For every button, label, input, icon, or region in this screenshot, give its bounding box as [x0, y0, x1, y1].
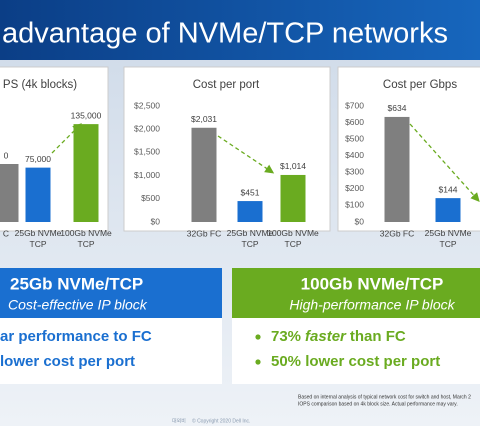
- bullet-text: 73% faster than FC: [271, 328, 406, 345]
- x-tick-label: 25Gb NVMe TCP: [227, 228, 274, 249]
- value-label: $451: [241, 187, 260, 197]
- value-label: 135,000: [71, 110, 102, 120]
- x-tick-label: 25Gb NVMe TCP: [15, 228, 62, 249]
- panel-body: [0, 318, 222, 384]
- label-line: 100Gb NVMe: [267, 228, 319, 238]
- panel-heading: 100Gb NVMe/TCP: [301, 274, 444, 293]
- bullet-text: lower cost per port: [0, 353, 135, 370]
- bar: [191, 127, 217, 222]
- footnote: Based on internal analysis of typical ne…: [298, 394, 471, 400]
- footer: © Copyright 2020 Dell Inc.: [192, 417, 250, 424]
- label-line: TCP: [242, 239, 259, 249]
- panel-left: 25Gb NVMe/TCP Cost-effective IP block: [0, 268, 222, 384]
- bar: [237, 201, 263, 222]
- y-tick-label: $100: [345, 200, 364, 210]
- bullet-part: faster: [305, 328, 347, 345]
- footer: 대외비: [172, 417, 186, 424]
- y-tick-label: $1,500: [134, 147, 160, 157]
- bar: [25, 167, 51, 222]
- bar: [384, 116, 410, 222]
- y-tick-label: $200: [345, 183, 364, 193]
- trend-arrow: [409, 123, 480, 202]
- panel-header: [232, 268, 480, 318]
- bullet-part: lower cost per port: [0, 353, 135, 370]
- y-tick-label: $700: [345, 100, 364, 110]
- x-tick-label: C: [3, 228, 9, 238]
- panel-subheading: High-performance IP block: [289, 297, 455, 313]
- value-label: $2,031: [191, 114, 217, 124]
- y-tick-label: $2,000: [134, 123, 160, 133]
- y-tick-label: $300: [345, 167, 364, 177]
- x-tick-label: 25Gb NVMe TCP: [425, 228, 472, 249]
- label-line: TCP: [285, 239, 302, 249]
- bullet-dot: [255, 359, 261, 365]
- panel-heading: 25Gb NVMe/TCP: [10, 274, 143, 293]
- y-tick-label: $600: [345, 117, 364, 127]
- bullet-text: ar performance to FC: [0, 328, 152, 345]
- panel-body: [232, 318, 480, 384]
- header-band: [0, 0, 480, 60]
- label-line: 25Gb NVMe: [227, 228, 274, 238]
- label-line: TCP: [440, 239, 457, 249]
- bullets: ar performance to FC lower cost per port 7…: [0, 328, 440, 370]
- panel-subheading: Cost-effective IP block: [8, 297, 148, 313]
- footnote: IOPS comparison based on 4k block size. …: [298, 401, 458, 407]
- label-line: 100Gb NVMe: [60, 228, 112, 238]
- x-tick-label: 32Gb FC: [380, 228, 415, 238]
- slide-title: advantage of NVMe/TCP networks: [2, 18, 448, 50]
- y-tick-label: $2,500: [134, 100, 160, 110]
- label-line: TCP: [30, 239, 47, 249]
- y-tick-label: $500: [141, 193, 160, 203]
- panel-right: 100Gb NVMe/TCP High-performance IP block: [232, 268, 480, 384]
- label-line: 25Gb NVMe: [15, 228, 62, 238]
- value-label: $144: [439, 184, 458, 194]
- y-tick-label: $1,000: [134, 170, 160, 180]
- trend-arrow: [217, 135, 275, 174]
- bar: [73, 124, 99, 222]
- y-tick-label: $400: [345, 150, 364, 160]
- value-label: $634: [388, 103, 407, 113]
- bar: [280, 174, 306, 222]
- label-line: 25Gb NVMe: [425, 228, 472, 238]
- x-tick-label: 100Gb NVMe TCP: [60, 228, 112, 249]
- bar: [435, 198, 461, 222]
- bullet-part: 50% lower cost per port: [271, 353, 440, 370]
- y-tick-label: $0: [151, 216, 161, 226]
- bullet-part: ar performance to FC: [0, 328, 152, 345]
- y-tick-label: $500: [345, 133, 364, 143]
- value-label: 0: [4, 150, 9, 160]
- bullet-text: 50% lower cost per port: [271, 353, 440, 370]
- panel-header: [0, 268, 222, 318]
- bullet-part: 73%: [271, 328, 301, 345]
- chart-title: PS (4k blocks): [3, 79, 77, 91]
- bullet-part: than FC: [350, 328, 406, 345]
- bar: [0, 164, 19, 222]
- value-label: $1,014: [280, 161, 306, 171]
- chart-title: Cost per port: [193, 79, 260, 91]
- value-label: 75,000: [25, 154, 51, 164]
- x-tick-label: 32Gb FC: [187, 228, 222, 238]
- x-tick-label: 100Gb NVMe TCP: [267, 228, 319, 249]
- bullet-dot: [255, 334, 261, 340]
- label-line: TCP: [78, 239, 95, 249]
- y-tick-label: $0: [355, 216, 365, 226]
- chart-title: Cost per Gbps: [383, 79, 457, 91]
